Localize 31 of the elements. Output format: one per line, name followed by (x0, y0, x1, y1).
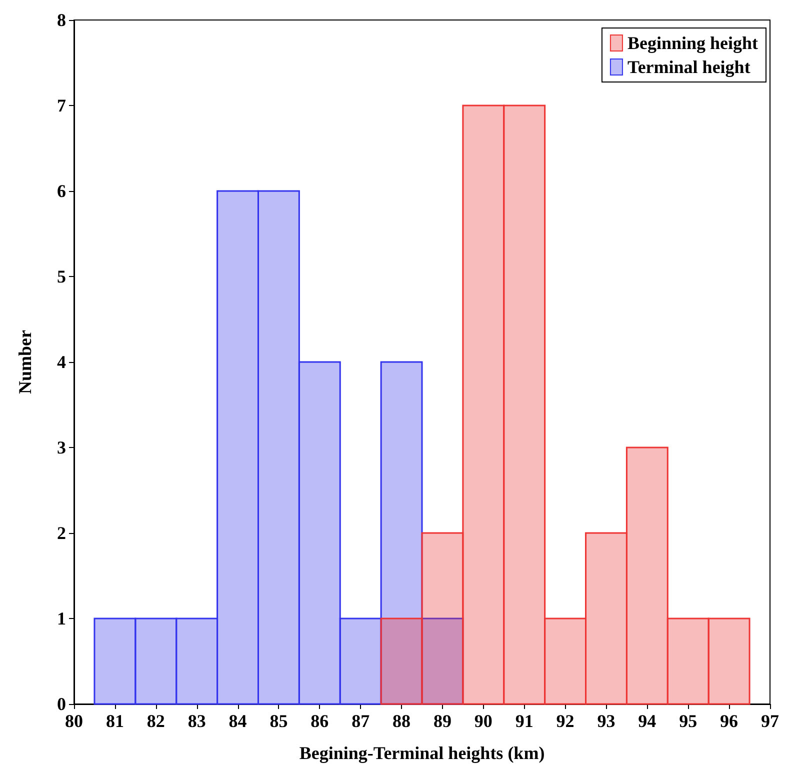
x-tick-label: 89 (433, 711, 452, 731)
x-tick-label: 81 (106, 711, 124, 731)
x-tick-label: 96 (720, 711, 738, 731)
x-tick-label: 90 (474, 711, 492, 731)
y-tick-label: 4 (57, 352, 66, 372)
x-axis-title: Begining-Terminal heights (km) (299, 743, 545, 763)
x-tick-label: 91 (515, 711, 534, 731)
legend-label: Beginning height (627, 33, 758, 53)
y-tick-label: 0 (57, 694, 66, 714)
x-tick-label: 93 (597, 711, 616, 731)
y-tick-label: 7 (57, 96, 66, 116)
x-tick-label: 83 (188, 711, 206, 731)
x-tick-label: 82 (146, 711, 165, 731)
y-tick-label: 6 (57, 181, 66, 201)
x-tick-label: 92 (556, 711, 574, 731)
x-tick-label: 94 (638, 711, 656, 731)
legend-label: Terminal height (627, 57, 750, 77)
x-tick-label: 80 (65, 711, 83, 731)
y-tick-label: 5 (57, 266, 66, 286)
y-tick-label: 1 (57, 608, 66, 628)
y-tick-label: 3 (57, 438, 66, 458)
x-tick-label: 88 (392, 711, 411, 731)
y-tick-label: 8 (57, 10, 66, 30)
x-tick-label: 84 (228, 711, 247, 731)
x-tick-label: 87 (352, 711, 370, 731)
x-tick-label: 97 (761, 711, 779, 731)
y-tick-label: 2 (57, 523, 66, 543)
y-axis-title: Number (15, 330, 35, 394)
x-tick-label: 85 (270, 711, 288, 731)
x-tick-label: 86 (310, 711, 329, 731)
x-tick-label: 95 (679, 711, 698, 731)
